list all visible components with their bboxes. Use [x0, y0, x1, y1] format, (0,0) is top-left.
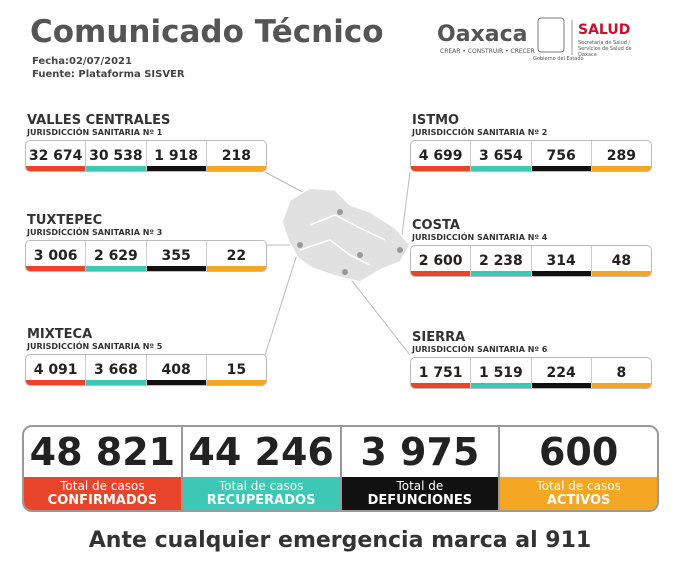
region-value: 32 674 [26, 141, 87, 171]
region-value: 3 654 [471, 141, 532, 171]
region-value: 22 [206, 241, 266, 271]
region-value: 2 629 [86, 241, 147, 271]
region-value: 1 918 [146, 141, 207, 171]
region-name: ISTMO [412, 113, 460, 128]
region-value: 224 [531, 358, 592, 388]
region-values: 32 674 30 538 1 918 218 [25, 140, 267, 172]
oaxaca-map [281, 187, 411, 283]
total-label-top: Total de casos [536, 479, 621, 493]
total: 3 975 Total de DEFUNCIONES [341, 427, 501, 510]
region-value: 408 [146, 355, 207, 385]
region-jurisdiction: JURISDICCIÓN SANITARIA Nº 4 [412, 233, 548, 242]
region-values: 2 600 2 238 314 48 [410, 245, 652, 277]
total-label-top: Total de [396, 479, 444, 493]
total-label-bottom: RECUPERADOS [206, 493, 316, 508]
region-values: 4 699 3 654 756 289 [410, 140, 652, 172]
total-value: 3 975 [360, 430, 480, 474]
total: 600 Total de casos ACTIVOS [500, 427, 657, 510]
logo-health: SALUD [578, 22, 631, 38]
region-value: 1 519 [471, 358, 532, 388]
region-value: 3 006 [26, 241, 87, 271]
region-name: COSTA [412, 218, 460, 233]
date: Fecha:02/07/2021 [32, 56, 132, 67]
logo-gov: Gobierno del Estado [533, 56, 584, 62]
region-value: 2 600 [411, 246, 472, 276]
total-label: Total de casos CONFIRMADOS [24, 477, 181, 510]
region-value: 289 [591, 141, 651, 171]
region-name: VALLES CENTRALES [27, 113, 171, 128]
region-value: 8 [591, 358, 651, 388]
total-value: 600 [538, 430, 619, 474]
region-value: 756 [531, 141, 592, 171]
total-label: Total de casos RECUPERADOS [182, 477, 340, 510]
region-jurisdiction: JURISDICCIÓN SANITARIA Nº 2 [412, 128, 548, 137]
footer: Ante cualquier emergencia marca al 911 [88, 528, 592, 553]
total-value: 44 246 [188, 430, 334, 474]
total-value: 48 821 [29, 430, 176, 474]
region-values: 4 091 3 668 408 15 [25, 354, 267, 386]
logo-state: Oaxaca [437, 22, 528, 47]
region-value: 15 [206, 355, 266, 385]
total-label-top: Total de casos [60, 479, 145, 493]
logos [537, 17, 573, 55]
region-value: 314 [531, 246, 592, 276]
region-value: 4 091 [26, 355, 87, 385]
region-value: 4 699 [411, 141, 472, 171]
title: Comunicado Técnico [30, 14, 384, 50]
region-jurisdiction: JURISDICCIÓN SANITARIA Nº 3 [27, 228, 163, 237]
region-value: 1 751 [411, 358, 472, 388]
region-values: 3 006 2 629 355 22 [25, 240, 267, 272]
region-jurisdiction: JURISDICCIÓN SANITARIA Nº 1 [27, 128, 163, 137]
region-jurisdiction: JURISDICCIÓN SANITARIA Nº 5 [27, 342, 163, 351]
region-value: 48 [591, 246, 651, 276]
total-label: Total de casos ACTIVOS [500, 477, 657, 510]
source: Fuente: Plataforma SISVER [32, 69, 185, 80]
region-value: 218 [206, 141, 266, 171]
region-value: 2 238 [471, 246, 532, 276]
region-jurisdiction: JURISDICCIÓN SANITARIA Nº 6 [412, 345, 548, 354]
total-label-top: Total de casos [218, 479, 304, 493]
total: 44 246 Total de casos RECUPERADOS [182, 427, 342, 510]
total: 48 821 Total de casos CONFIRMADOS [24, 427, 183, 510]
totals: 48 821 Total de casos CONFIRMADOS 44 246 Tot… [22, 425, 659, 512]
logo-motto: CREAR • CONSTRUIR • CRECER [440, 48, 535, 55]
region-values: 1 751 1 519 224 8 [410, 357, 652, 389]
region-value: 355 [146, 241, 207, 271]
total-label-bottom: CONFIRMADOS [47, 493, 158, 508]
region-name: SIERRA [412, 330, 466, 345]
region-name: MIXTECA [27, 327, 93, 342]
region-name: TUXTEPEC [27, 213, 103, 228]
total-label-bottom: ACTIVOS [546, 493, 611, 508]
total-label: Total de DEFUNCIONES [341, 477, 499, 510]
region-value: 3 668 [86, 355, 147, 385]
logo-health-sub: Secretaría de Salud / Servicios de Salud… [578, 40, 632, 58]
total-label-bottom: DEFUNCIONES [367, 493, 473, 508]
region-value: 30 538 [86, 141, 147, 171]
